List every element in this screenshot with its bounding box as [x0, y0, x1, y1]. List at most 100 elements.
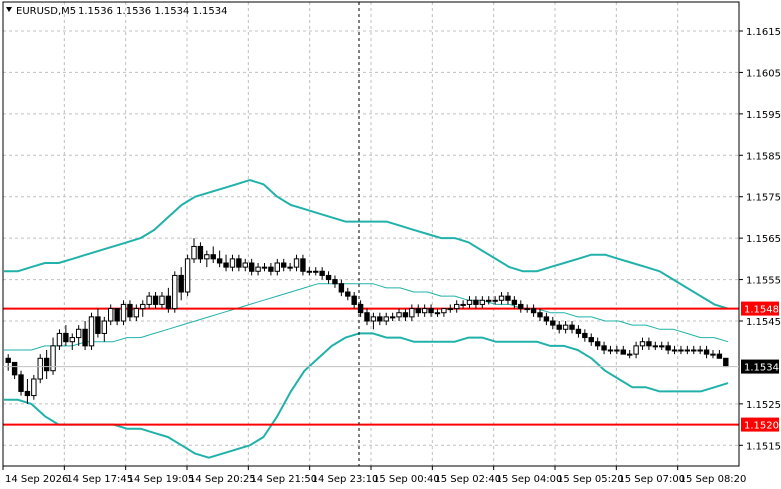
y-tick-label: 1.1545: [746, 317, 781, 328]
candle-body: [216, 258, 223, 264]
candle-body: [582, 332, 588, 339]
y-tick-label: 1.1615: [746, 27, 781, 38]
candle-body: [120, 303, 127, 322]
candle-body: [274, 262, 281, 272]
candle-body: [101, 320, 108, 334]
candle-body: [56, 332, 63, 347]
candle-body: [428, 308, 434, 314]
candle-body: [409, 308, 415, 318]
candle-body: [684, 349, 691, 352]
candle-body: [31, 378, 37, 397]
candle-body: [229, 258, 236, 268]
candle-body: [248, 262, 255, 272]
candle-body: [364, 312, 370, 322]
chart-header: EURUSD,M5 1.1536 1.1536 1.1534 1.1534: [6, 6, 228, 17]
candle-body: [518, 303, 524, 310]
price-axis[interactable]: 1.1615 1.1605 1.1595 1.1585 1.1575 1.1565 1.15…: [3, 27, 781, 452]
candle-body: [332, 279, 338, 285]
candle-body: [460, 303, 466, 306]
horizontal-line-label: 1.1548: [744, 305, 779, 316]
x-tick-label: 15 Sep 07:00: [618, 474, 685, 485]
x-tick-label: 14 Sep 23:10: [312, 474, 379, 485]
candle-body: [530, 308, 537, 314]
candle-body: [415, 308, 421, 314]
candle-body: [75, 328, 82, 339]
candle-body: [172, 274, 178, 310]
candle-body: [140, 303, 146, 310]
candle-body: [210, 254, 216, 260]
candle-body: [306, 270, 313, 273]
candle-body: [325, 274, 332, 281]
candle-body: [594, 341, 601, 347]
y-tick-label: 1.1605: [746, 68, 781, 79]
candle-body: [24, 390, 31, 397]
y-tick-label: 1.1515: [746, 441, 781, 452]
current-price-label-bg: [741, 359, 779, 374]
y-tick-label: 1.1565: [746, 234, 781, 245]
symbol-timeframe-label: EURUSD,M5: [16, 6, 76, 17]
candle-body: [197, 245, 204, 260]
horizontal-line-label: 1.1520: [744, 421, 779, 432]
candle-body: [505, 295, 511, 301]
horizontal-line-label-bg: [741, 301, 779, 316]
candle-body: [710, 353, 716, 356]
candle-body: [453, 303, 460, 310]
candle-body: [165, 295, 172, 310]
candle-body: [703, 349, 710, 355]
candle-body: [556, 324, 562, 330]
candle-body: [678, 349, 684, 352]
candlesticks: [5, 238, 729, 404]
candle-body: [492, 299, 498, 302]
triangle-down-icon[interactable]: [6, 7, 12, 12]
candle-body: [671, 349, 678, 352]
horizontal-line-label-bg: [741, 417, 779, 432]
candle-body: [697, 349, 703, 352]
candle-body: [716, 353, 723, 359]
candle-body: [550, 320, 556, 326]
y-tick-label: 1.1595: [746, 110, 781, 121]
candle-body: [473, 299, 479, 305]
x-tick-label: 15 Sep 04:00: [496, 474, 563, 485]
candle-body: [498, 295, 505, 301]
candle-body: [479, 299, 486, 305]
bollinger-middle-line: [4, 283, 729, 351]
x-tick-label: 14 Sep 21:50: [250, 474, 317, 485]
candle-body: [562, 324, 569, 330]
x-tick-label: 15 Sep 08:20: [680, 474, 747, 485]
candle-body: [441, 308, 447, 314]
candle-body: [466, 299, 473, 305]
candle-body: [626, 353, 633, 356]
candle-body: [108, 308, 114, 322]
y-tick-label: 1.1575: [746, 193, 781, 204]
candle-body: [293, 258, 300, 268]
candle-body: [18, 374, 24, 392]
candle-body: [223, 262, 229, 268]
candle-body: [633, 345, 639, 355]
candle-body: [620, 349, 626, 355]
candle-body: [723, 357, 729, 368]
candle-body: [146, 295, 152, 305]
candle-body: [543, 316, 550, 322]
candle-body: [537, 312, 543, 318]
candle-body: [37, 357, 43, 380]
bollinger-bands: [4, 179, 729, 459]
candle-body: [601, 345, 607, 351]
candle-body: [588, 337, 594, 343]
candle-body: [50, 345, 56, 372]
candle-body: [389, 316, 396, 319]
candle-body: [665, 345, 671, 351]
candle-body: [377, 316, 383, 322]
candle-body: [178, 274, 184, 293]
candle-body: [357, 303, 364, 314]
candle-body: [691, 349, 697, 352]
candle-body: [11, 361, 18, 376]
candle-body: [338, 283, 345, 293]
horizontal-lines[interactable]: 1.1548 1.1520: [3, 301, 779, 432]
candle-body: [191, 245, 197, 260]
x-tick-label: 14 Sep 17:45: [66, 474, 133, 485]
candle-body: [434, 312, 441, 315]
candle-body: [421, 308, 428, 314]
